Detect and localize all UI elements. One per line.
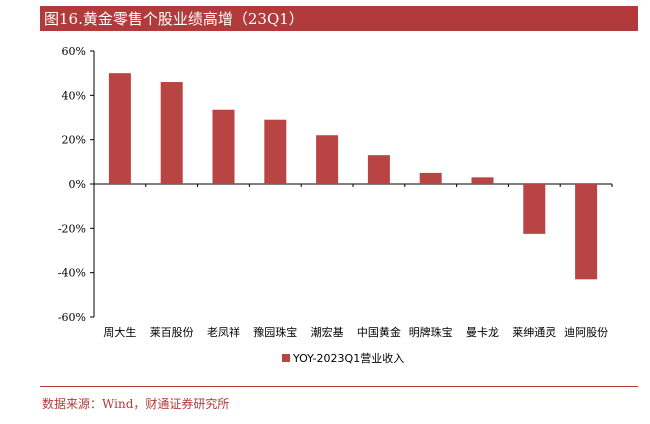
chart-title: 图16.黄金零售个股业绩高增（23Q1）: [44, 10, 304, 28]
bar: [367, 155, 390, 184]
bar: [419, 172, 442, 184]
y-tick-label: -60%: [58, 311, 86, 324]
x-category-label: 明牌珠宝: [409, 325, 453, 339]
x-category-label: 豫园珠宝: [253, 325, 297, 339]
bar: [264, 119, 287, 184]
legend: YOY-2023Q1营业收入: [282, 351, 404, 365]
y-tick-label: 40%: [62, 89, 86, 102]
data-source-note: 数据来源：Wind，财通证券研究所: [42, 397, 230, 411]
x-category-label: 莱百股份: [150, 326, 194, 339]
bar: [575, 184, 598, 280]
bar: [212, 109, 235, 184]
y-tick-label: -40%: [58, 267, 86, 280]
y-tick-label: 0%: [69, 178, 86, 191]
y-tick-label: -20%: [58, 222, 86, 235]
x-category-label: 周大生: [103, 325, 136, 339]
y-tick-label: 20%: [62, 134, 86, 147]
bar: [316, 135, 339, 184]
x-category-label: 迪阿股份: [564, 326, 608, 339]
y-tick-label: 60%: [62, 45, 86, 58]
title-bar: 图16.黄金零售个股业绩高增（23Q1）: [40, 6, 638, 31]
legend-swatch: [282, 354, 290, 362]
bar: [471, 177, 494, 184]
footer-divider: [40, 386, 638, 387]
x-category-label: 中国黄金: [357, 325, 401, 339]
bar: [160, 82, 183, 184]
bar: [108, 73, 131, 184]
bar: [523, 184, 546, 234]
x-category-label: 老凤祥: [207, 325, 240, 339]
x-category-label: 曼卡龙: [466, 326, 499, 339]
x-category-label: 潮宏基: [311, 325, 344, 339]
legend-label: YOY-2023Q1营业收入: [292, 351, 404, 365]
x-category-label: 莱绅通灵: [512, 326, 556, 339]
